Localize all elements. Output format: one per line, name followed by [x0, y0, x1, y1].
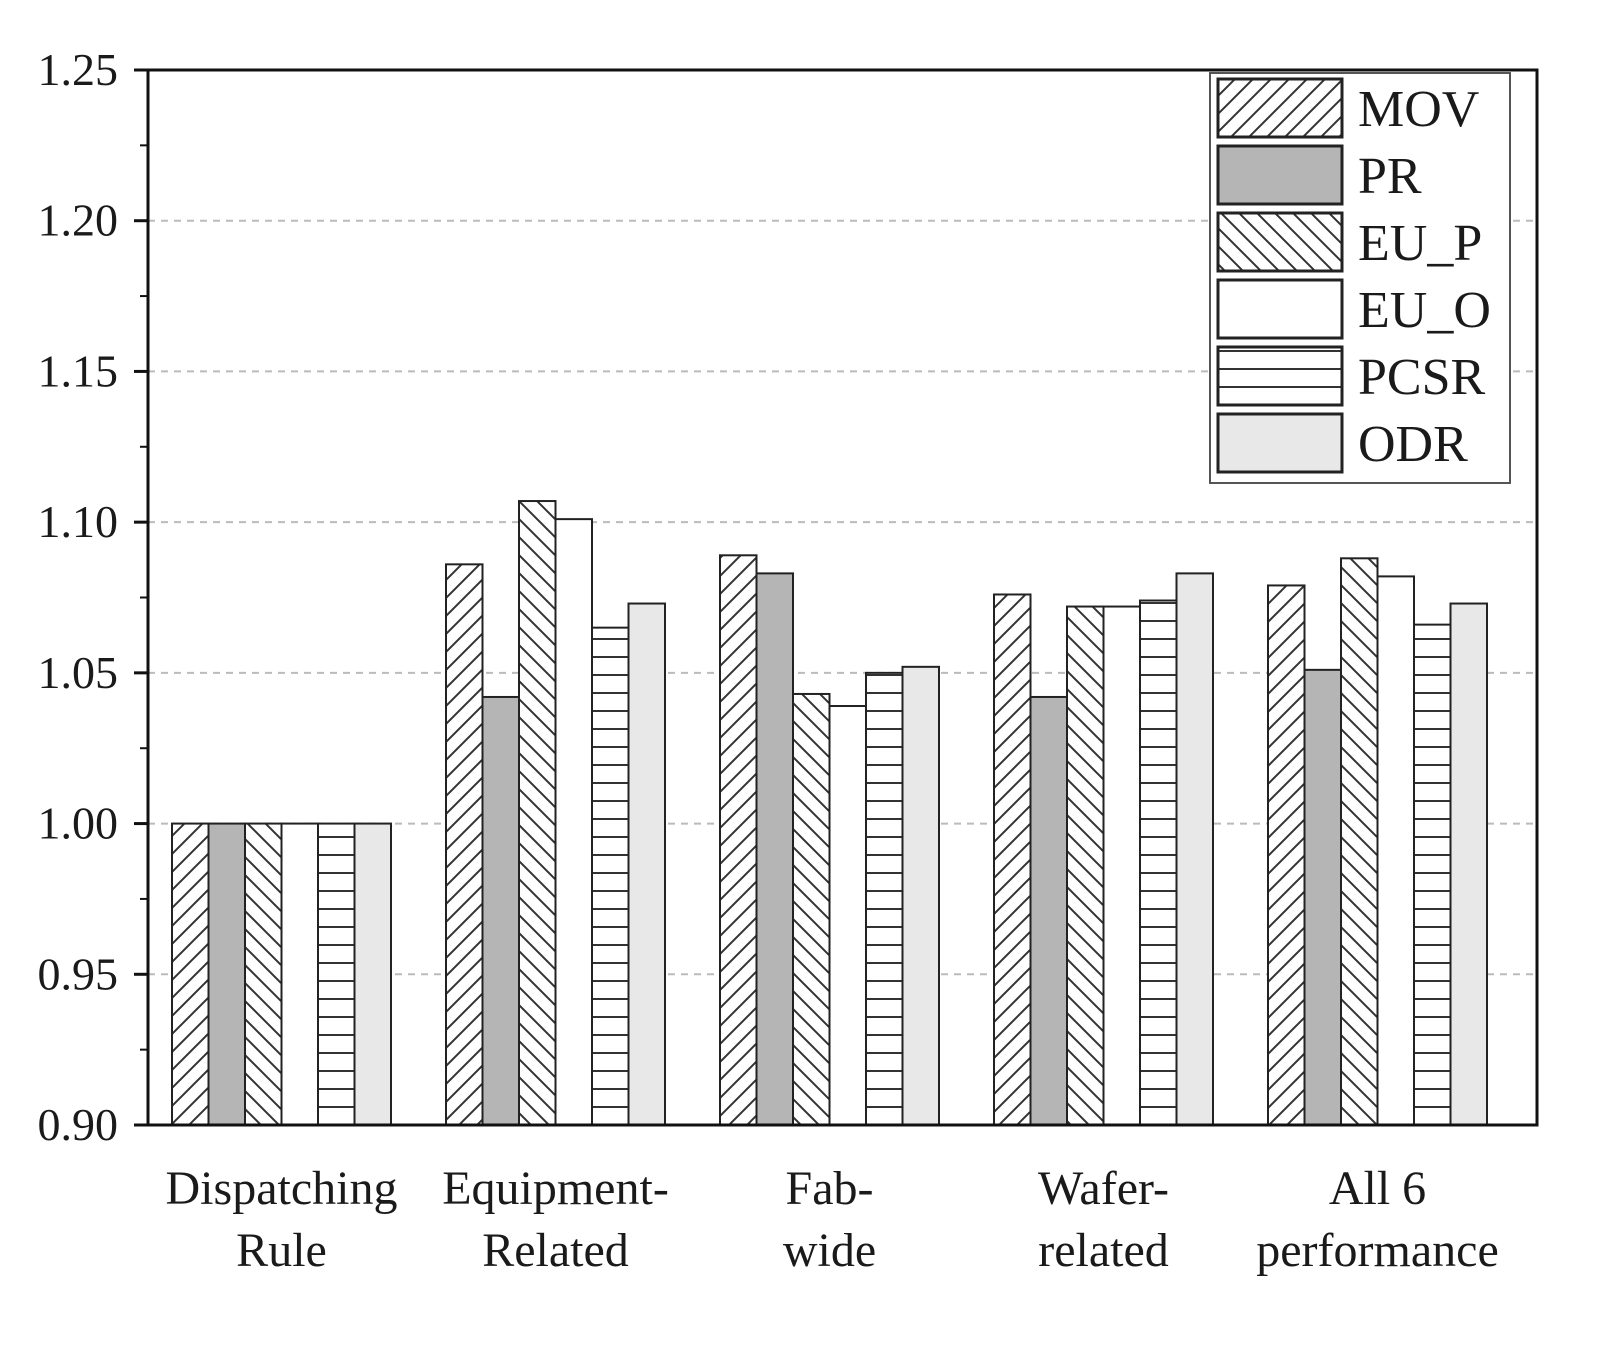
bar-eu-o [828, 705, 867, 1126]
bar-pr [1303, 668, 1342, 1126]
bar-eu-o [1102, 605, 1141, 1126]
bar-odr [1175, 572, 1214, 1126]
bar-eu-p [1340, 557, 1379, 1126]
bar-odr [627, 602, 666, 1126]
bar-mov [993, 593, 1032, 1126]
legend-label: ODR [1358, 416, 1468, 473]
x-category-label: Fab-wide [783, 1162, 876, 1277]
bar-odr [901, 665, 940, 1126]
bar-eu-o [280, 822, 319, 1126]
legend-swatch [1216, 345, 1344, 407]
bar-mov [719, 554, 758, 1126]
bar-pr [481, 695, 520, 1126]
bar-pcsr [865, 671, 904, 1126]
plot-frame [146, 68, 1539, 1127]
legend-swatch [1216, 412, 1344, 474]
bar-pcsr [1139, 599, 1178, 1126]
bar-odr [353, 822, 392, 1126]
legend-label: MOV [1358, 81, 1479, 138]
bar-eu-p [244, 822, 283, 1126]
legend-label: PCSR [1358, 349, 1486, 406]
legend-swatch [1216, 77, 1344, 139]
bar-eu-o [554, 518, 593, 1126]
bar-pr [1029, 695, 1068, 1126]
axes: 0.90 0.95 1.00 1.05 1.10 1.15 1.20 1.25 Dispatch… [38, 44, 1539, 1277]
y-tick-label: 1.25 [38, 44, 119, 95]
legend-swatch [1216, 278, 1344, 340]
x-category-label: Wafer-related [1038, 1162, 1169, 1277]
y-tick-label: 1.00 [38, 798, 119, 849]
bars [171, 500, 1488, 1127]
bar-mov [1267, 584, 1306, 1126]
y-tick-label: 1.10 [38, 496, 119, 547]
y-tick-label: 1.15 [38, 345, 119, 396]
y-tick-label: 0.90 [38, 1099, 119, 1150]
legend-label: PR [1358, 148, 1422, 205]
bar-pcsr [317, 822, 356, 1126]
bar-pcsr [591, 626, 630, 1127]
bar-eu-o [1376, 575, 1415, 1126]
bar-eu-p [518, 500, 557, 1126]
legend-swatch [1216, 144, 1344, 206]
bar-mov [171, 822, 210, 1126]
x-category-label: All 6 performance [1256, 1162, 1499, 1277]
legend-label: EU_P [1358, 215, 1482, 272]
y-tick-label: 0.95 [38, 948, 119, 999]
y-tick-label: 1.20 [38, 195, 119, 246]
legend-swatch [1216, 211, 1344, 273]
bar-pcsr [1413, 623, 1452, 1127]
x-category-label: Equipment-Related [442, 1162, 669, 1277]
legend-label: EU_O [1358, 282, 1491, 339]
bar-pr [207, 822, 246, 1126]
bar-pr [755, 572, 794, 1126]
x-category-label: Dispatching Rule [166, 1162, 398, 1277]
bar-mov [445, 563, 484, 1126]
bar-eu-p [1066, 605, 1105, 1126]
y-tick-label: 1.05 [38, 647, 119, 698]
bar-odr [1449, 602, 1488, 1126]
legend: MOV PR EU_P EU_O PCSR ODR [1209, 72, 1511, 484]
bar-eu-p [792, 692, 831, 1126]
